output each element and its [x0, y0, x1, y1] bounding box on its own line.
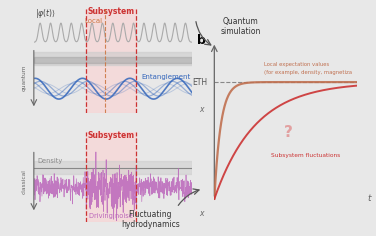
Text: x: x: [200, 105, 204, 114]
Text: Local: Local: [85, 18, 103, 24]
Bar: [86, 132, 136, 222]
Text: x: x: [200, 209, 204, 218]
Text: Subsystem fluctuations: Subsystem fluctuations: [271, 153, 341, 158]
Text: ?: ?: [284, 125, 293, 140]
Text: Subsystem: Subsystem: [88, 7, 135, 16]
Text: ETH: ETH: [192, 78, 207, 87]
Text: b: b: [197, 34, 206, 47]
Text: Density: Density: [37, 158, 62, 164]
Text: t: t: [367, 194, 371, 203]
Text: $|\varphi(t)\rangle$: $|\varphi(t)\rangle$: [35, 7, 56, 20]
Text: Quantum
simulation: Quantum simulation: [220, 17, 261, 36]
Bar: [34, 52, 192, 65]
Bar: [34, 161, 192, 174]
Bar: [34, 57, 192, 63]
Text: Local expectation values: Local expectation values: [264, 62, 330, 67]
Text: Driving noise: Driving noise: [89, 212, 133, 219]
Text: quantum: quantum: [22, 64, 27, 91]
Text: Subsystem: Subsystem: [88, 131, 135, 140]
Text: (for example, density, magnetiza: (for example, density, magnetiza: [264, 70, 352, 75]
Bar: [86, 9, 136, 113]
Text: Fluctuating
hydrodynamics: Fluctuating hydrodynamics: [121, 210, 180, 229]
Text: classical: classical: [22, 169, 27, 194]
Text: Entanglement: Entanglement: [141, 74, 191, 80]
